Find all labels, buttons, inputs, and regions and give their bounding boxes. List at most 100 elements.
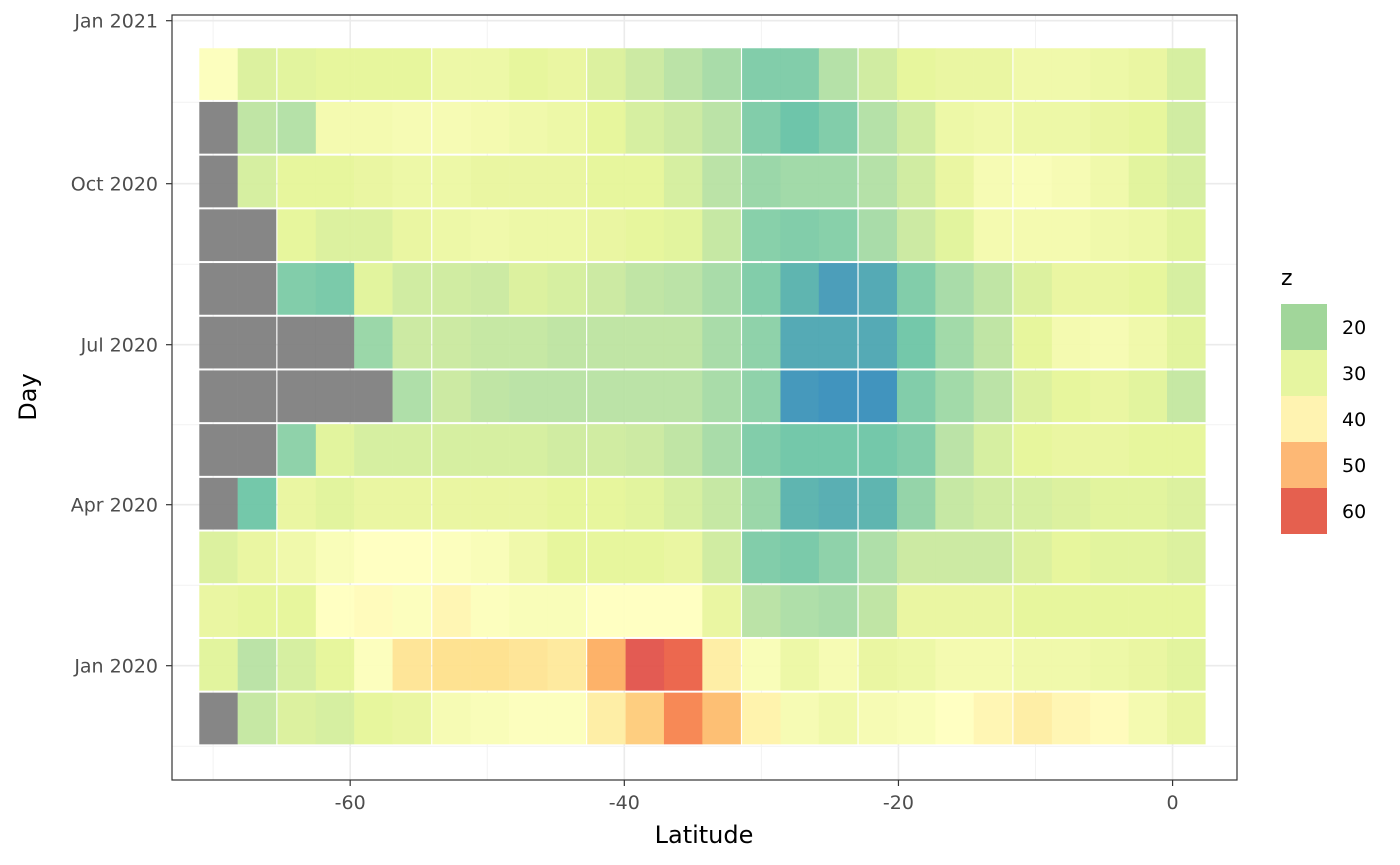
heatmap-tile [663,209,703,262]
heatmap-tile [392,370,432,423]
heatmap-tile [354,692,393,745]
heatmap-tile [1090,585,1129,637]
heatmap-tile [858,531,898,584]
heatmap-tile [896,155,936,208]
heatmap-tile [315,477,355,530]
heatmap-tile [1166,370,1206,423]
heatmap-tile [1013,531,1053,584]
heatmap-tile [392,209,432,262]
heatmap-tile [973,316,1013,369]
heatmap-tile [1166,477,1206,530]
heatmap-tile [392,531,432,584]
heatmap-tile [780,209,820,262]
heatmap-tile [1013,370,1053,423]
heatmap-tile [896,531,936,584]
heatmap-tile [1051,477,1091,530]
heatmap-tile [935,531,974,584]
heatmap-tile [742,638,781,691]
heatmap-tile [780,424,820,476]
heatmap-tile [277,424,317,476]
heatmap-tile [509,692,548,745]
heatmap-tile [896,585,936,637]
heatmap-tile [587,101,626,154]
heatmap-tile [237,585,277,637]
heatmap-tile [858,692,898,745]
heatmap-tile [1128,424,1168,476]
heatmap-tile [663,48,703,100]
heatmap-tile [1013,48,1053,100]
heatmap-tile [199,48,238,100]
heatmap-tile [625,155,665,208]
heatmap-tile [858,101,898,154]
y-axis-title: Day [14,373,42,420]
heatmap-tile [663,424,703,476]
heatmap-tile [818,424,858,476]
heatmap-tile [1013,209,1053,262]
legend-label: 50 [1342,455,1366,477]
heatmap-tile [625,531,665,584]
heatmap-tile [354,263,393,315]
heatmap-tile [896,638,936,691]
heatmap-tile [199,263,238,315]
heatmap-tile [1090,477,1129,530]
heatmap-tile [432,585,471,637]
heatmap-tile [199,101,238,154]
heatmap-tile [432,531,471,584]
heatmap-tile [1166,531,1206,584]
heatmap-tile [199,424,238,476]
heatmap-tile [935,48,974,100]
heatmap-tile [509,477,548,530]
legend-label: 60 [1342,501,1366,523]
heatmap-tile [742,370,781,423]
heatmap-tile [973,692,1013,745]
heatmap-tile [663,263,703,315]
heatmap-tile [1128,155,1168,208]
heatmap-tile [935,638,974,691]
heatmap-tile [237,155,277,208]
heatmap-tile [858,638,898,691]
heatmap-tile [935,155,974,208]
heatmap-tile [199,370,238,423]
heatmap-tile [587,48,626,100]
heatmap-tile [392,155,432,208]
heatmap-tile [237,263,277,315]
heatmap-tile [780,155,820,208]
heatmap-tile [432,316,471,369]
heatmap-tile [625,101,665,154]
heatmap-tile [432,263,471,315]
heatmap-tile [237,48,277,100]
heatmap-tile [780,370,820,423]
heatmap-tile [237,101,277,154]
heatmap-tile [277,263,317,315]
heatmap-tile [470,692,510,745]
heatmap-tile [818,585,858,637]
heatmap-tile [1128,531,1168,584]
heatmap-tile [625,209,665,262]
heatmap-tile [432,692,471,745]
heatmap-tile [973,155,1013,208]
heatmap-tile [509,638,548,691]
heatmap-tile [277,638,317,691]
heatmap-tile [354,48,393,100]
heatmap-tile [392,263,432,315]
heatmap-tile [858,585,898,637]
heatmap-tile [896,101,936,154]
heatmap-tile [780,263,820,315]
heatmap-tile [818,370,858,423]
heatmap-tile [1090,101,1129,154]
heatmap-tile [1051,692,1091,745]
heatmap-tile [509,209,548,262]
legend-title: z [1281,266,1293,291]
heatmap-tile [1166,316,1206,369]
heatmap-tile [432,101,471,154]
heatmap-tile [199,477,238,530]
heatmap-tile [547,263,587,315]
heatmap-tile [392,424,432,476]
heatmap-tile [973,263,1013,315]
heatmap-tile [315,48,355,100]
heatmap-tile [896,316,936,369]
heatmap-tile [509,585,548,637]
heatmap-tile [1090,209,1129,262]
heatmap-tile [780,316,820,369]
